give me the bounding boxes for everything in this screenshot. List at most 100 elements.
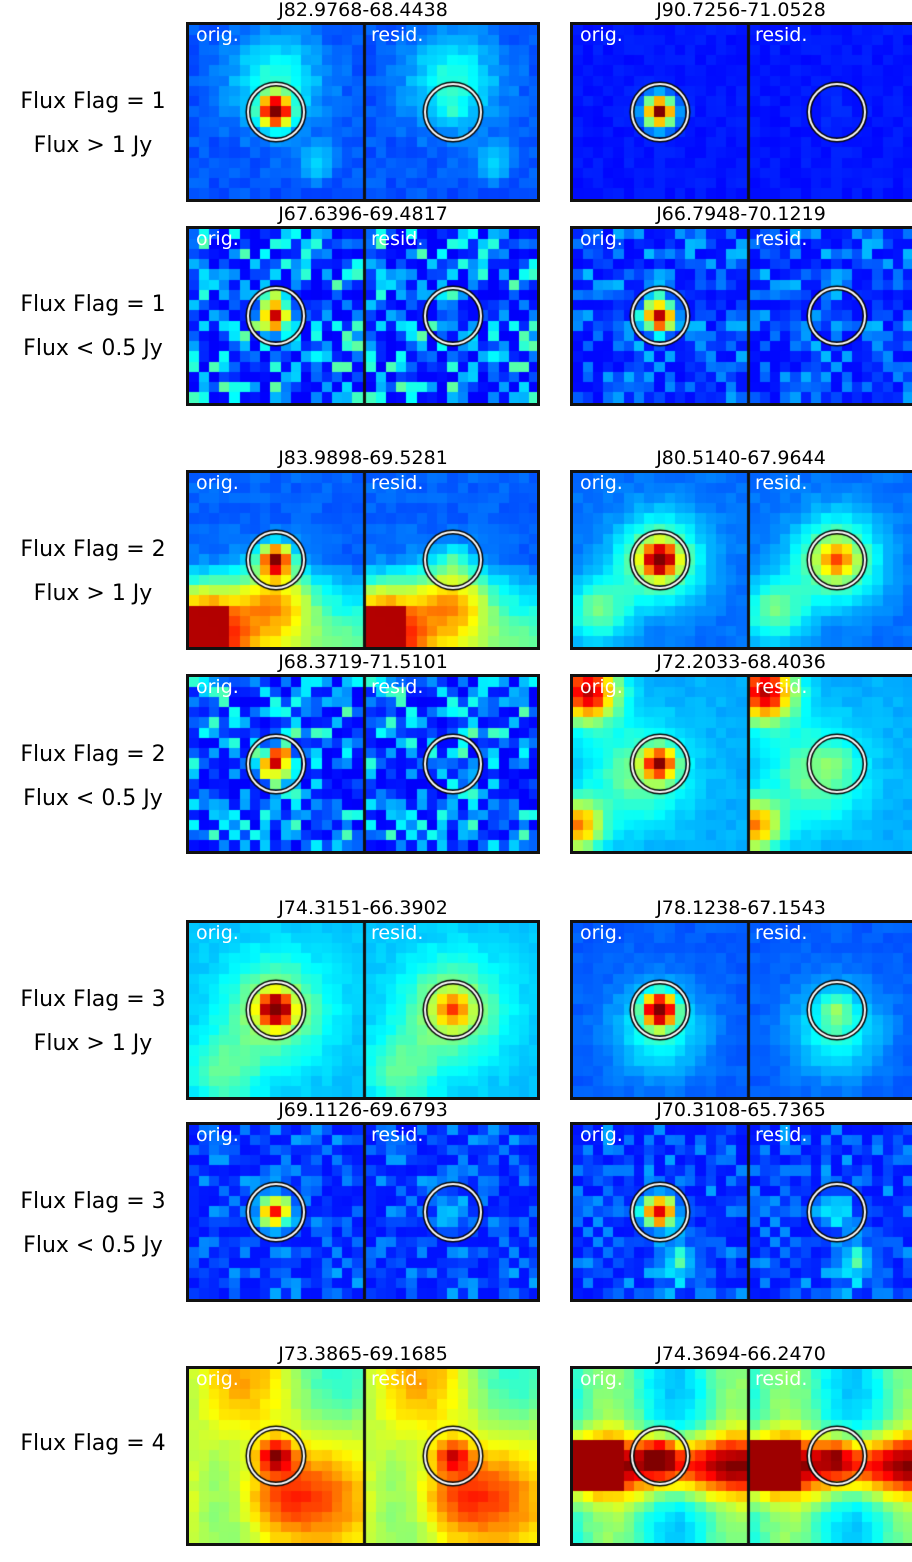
orig-label: orig. xyxy=(196,922,239,944)
cutout-image xyxy=(573,677,912,851)
orig-label: orig. xyxy=(196,472,239,494)
cutout-frame xyxy=(570,470,912,650)
cutout-frame xyxy=(570,22,912,202)
flux-flag-label: Flux Flag = 3 xyxy=(20,1189,166,1214)
source-id-title: J68.3719-71.5101 xyxy=(278,651,448,673)
cutout-image xyxy=(573,229,912,403)
flux-range-label: Flux > 1 Jy xyxy=(33,133,153,158)
source-id-title: J66.7948-70.1219 xyxy=(656,203,826,225)
resid-label: resid. xyxy=(755,676,808,698)
source-id-title: J83.9898-69.5281 xyxy=(278,447,448,469)
row-label-5: Flux Flag = 3 Flux > 1 Jy xyxy=(0,978,186,1066)
source-id-title: J73.3865-69.1685 xyxy=(278,1343,448,1365)
orig-label: orig. xyxy=(196,676,239,698)
cutout-panel: J67.6396-69.4817 orig. resid. xyxy=(186,204,540,408)
resid-label: resid. xyxy=(755,472,808,494)
cutout-image xyxy=(573,473,912,647)
orig-label: orig. xyxy=(196,1368,239,1390)
orig-label: orig. xyxy=(196,1124,239,1146)
orig-label: orig. xyxy=(580,1124,623,1146)
cutout-panel: J90.7256-71.0528 orig. resid. xyxy=(570,0,912,204)
source-id-title: J70.3108-65.7365 xyxy=(656,1099,826,1121)
orig-label: orig. xyxy=(580,676,623,698)
cutout-image xyxy=(189,1125,537,1299)
resid-label: resid. xyxy=(371,922,424,944)
cutout-panel: J69.1126-69.6793 orig. resid. xyxy=(186,1100,540,1304)
source-id-title: J80.5140-67.9644 xyxy=(656,447,826,469)
resid-label: resid. xyxy=(755,24,808,46)
cutout-frame xyxy=(186,1366,540,1546)
cutout-panel: J70.3108-65.7365 orig. resid. xyxy=(570,1100,912,1304)
flux-range-label: Flux < 0.5 Jy xyxy=(23,1233,163,1258)
source-id-title: J78.1238-67.1543 xyxy=(656,897,826,919)
row-label-6: Flux Flag = 3 Flux < 0.5 Jy xyxy=(0,1180,186,1268)
cutout-frame xyxy=(570,674,912,854)
orig-label: orig. xyxy=(580,472,623,494)
cutout-panel: J68.3719-71.5101 orig. resid. xyxy=(186,652,540,856)
cutout-panel: J78.1238-67.1543 orig. resid. xyxy=(570,898,912,1102)
cutout-panel: J74.3694-66.2470 orig. resid. xyxy=(570,1344,912,1548)
cutout-frame xyxy=(186,674,540,854)
cutout-panel: J72.2033-68.4036 orig. resid. xyxy=(570,652,912,856)
cutout-panel: J80.5140-67.9644 orig. resid. xyxy=(570,448,912,652)
cutout-frame xyxy=(186,226,540,406)
resid-label: resid. xyxy=(755,1368,808,1390)
cutout-panel: J66.7948-70.1219 orig. resid. xyxy=(570,204,912,408)
resid-label: resid. xyxy=(371,228,424,250)
cutout-image xyxy=(189,923,537,1097)
cutout-image xyxy=(573,1369,912,1543)
cutout-image xyxy=(573,25,912,199)
cutout-image xyxy=(189,25,537,199)
row-label-2: Flux Flag = 1 Flux < 0.5 Jy xyxy=(0,283,186,371)
source-id-title: J74.3694-66.2470 xyxy=(656,1343,826,1365)
flux-range-label: Flux < 0.5 Jy xyxy=(23,336,163,361)
flux-flag-label: Flux Flag = 1 xyxy=(20,292,166,317)
orig-label: orig. xyxy=(580,922,623,944)
resid-label: resid. xyxy=(371,1368,424,1390)
cutout-image xyxy=(189,1369,537,1543)
cutout-image xyxy=(573,923,912,1097)
cutout-image xyxy=(573,1125,912,1299)
resid-label: resid. xyxy=(755,228,808,250)
source-id-title: J69.1126-69.6793 xyxy=(278,1099,448,1121)
flux-flag-label: Flux Flag = 2 xyxy=(20,742,166,767)
flux-range-label: Flux > 1 Jy xyxy=(33,1031,153,1056)
resid-label: resid. xyxy=(371,676,424,698)
source-id-title: J82.9768-68.4438 xyxy=(278,0,448,21)
cutout-image xyxy=(189,229,537,403)
source-id-title: J67.6396-69.4817 xyxy=(278,203,448,225)
cutout-panel: J83.9898-69.5281 orig. resid. xyxy=(186,448,540,652)
flux-range-label: Flux > 1 Jy xyxy=(33,581,153,606)
flux-flag-label: Flux Flag = 3 xyxy=(20,987,166,1012)
cutout-frame xyxy=(570,920,912,1100)
cutout-image xyxy=(189,677,537,851)
cutout-frame xyxy=(570,1366,912,1546)
resid-label: resid. xyxy=(371,472,424,494)
cutout-frame xyxy=(186,1122,540,1302)
orig-label: orig. xyxy=(580,24,623,46)
row-label-3: Flux Flag = 2 Flux > 1 Jy xyxy=(0,528,186,616)
cutout-panel: J74.3151-66.3902 orig. resid. xyxy=(186,898,540,1102)
flux-flag-label: Flux Flag = 4 xyxy=(20,1431,166,1456)
resid-label: resid. xyxy=(371,1124,424,1146)
row-label-7: Flux Flag = 4 xyxy=(0,1422,186,1466)
cutout-frame xyxy=(186,22,540,202)
resid-label: resid. xyxy=(755,922,808,944)
orig-label: orig. xyxy=(196,24,239,46)
cutout-panel: J82.9768-68.4438 orig. resid. xyxy=(186,0,540,204)
cutout-frame xyxy=(186,470,540,650)
row-label-4: Flux Flag = 2 Flux < 0.5 Jy xyxy=(0,733,186,821)
source-id-title: J90.7256-71.0528 xyxy=(656,0,826,21)
flux-flag-label: Flux Flag = 2 xyxy=(20,537,166,562)
flux-range-label: Flux < 0.5 Jy xyxy=(23,786,163,811)
row-label-1: Flux Flag = 1 Flux > 1 Jy xyxy=(0,80,186,168)
orig-label: orig. xyxy=(580,228,623,250)
orig-label: orig. xyxy=(580,1368,623,1390)
cutout-frame xyxy=(570,1122,912,1302)
orig-label: orig. xyxy=(196,228,239,250)
source-id-title: J74.3151-66.3902 xyxy=(278,897,448,919)
cutout-panel: J73.3865-69.1685 orig. resid. xyxy=(186,1344,540,1548)
cutout-frame xyxy=(570,226,912,406)
cutout-frame xyxy=(186,920,540,1100)
cutout-image xyxy=(189,473,537,647)
